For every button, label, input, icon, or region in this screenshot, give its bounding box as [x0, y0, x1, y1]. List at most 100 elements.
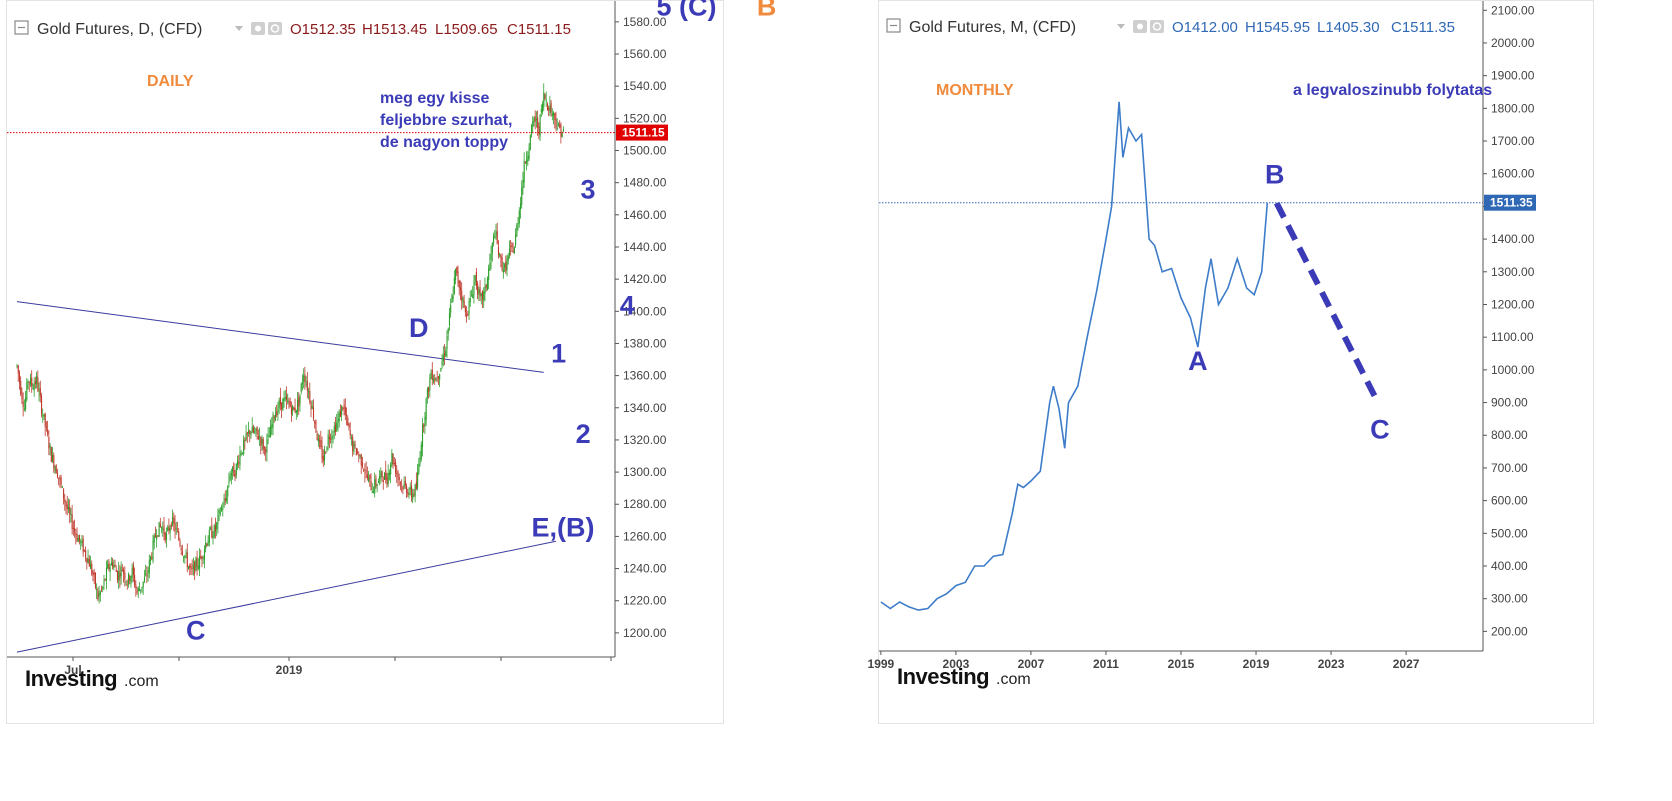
daily-open: O1512.35	[290, 21, 356, 38]
daily-candle-body	[346, 414, 348, 416]
daily-ytick-label: 1220.00	[623, 594, 667, 608]
daily-candle-body	[385, 469, 387, 480]
daily-candle-body	[349, 430, 351, 436]
daily-candle-body	[159, 523, 161, 527]
daily-candle-body	[295, 409, 297, 414]
daily-candle-body	[434, 378, 436, 381]
daily-candle-body	[191, 568, 193, 570]
settings-icon[interactable]	[1150, 20, 1164, 33]
daily-high: H1513.45	[362, 21, 427, 38]
collapse-icon[interactable]	[886, 18, 901, 33]
daily-candle-body	[357, 452, 359, 454]
daily-candle-body	[252, 427, 255, 433]
daily-candle-body	[433, 379, 435, 383]
daily-candle-body	[210, 528, 212, 530]
daily-candle-body	[490, 253, 492, 260]
daily-candle-body	[478, 289, 480, 294]
daily-candle-body	[304, 374, 306, 383]
daily-candle-body	[308, 391, 310, 393]
daily-candle-body	[265, 449, 267, 453]
investing-logo: Investing .com	[897, 664, 1031, 689]
daily-candle-body	[299, 394, 301, 404]
daily-candle-body	[42, 415, 44, 417]
settings-icon[interactable]	[268, 22, 282, 35]
daily-candle-body	[272, 413, 274, 427]
daily-candle-body	[542, 103, 544, 113]
chevron-down-icon[interactable]	[1117, 24, 1125, 29]
daily-candle-body	[344, 407, 346, 415]
daily-candle-body	[544, 94, 546, 99]
daily-candle-body	[108, 561, 110, 569]
daily-candle-body	[466, 314, 468, 317]
daily-candle-body	[339, 411, 341, 417]
daily-candle-body	[468, 301, 470, 315]
daily-candle-body	[104, 579, 106, 581]
daily-candle-body	[245, 433, 247, 441]
daily-candle-body	[483, 291, 485, 301]
daily-candle-body	[415, 481, 417, 489]
daily-ytick-label: 1260.00	[623, 529, 667, 543]
daily-candle-body	[446, 336, 448, 350]
daily-candle-body	[65, 501, 67, 506]
daily-candle-body	[121, 570, 123, 572]
daily-candle-body	[380, 471, 382, 478]
daily-candle-body	[480, 293, 482, 297]
daily-candle-body	[223, 500, 225, 507]
monthly-ytick-label: 600.00	[1491, 494, 1528, 508]
daily-candle-body	[326, 447, 328, 451]
daily-candle-body	[543, 92, 545, 107]
monthly-close: C1511.35	[1391, 19, 1455, 36]
daily-candle-body	[66, 504, 68, 509]
daily-candle-body	[358, 454, 360, 457]
daily-candle-body	[169, 527, 171, 532]
daily-candle-body	[467, 314, 469, 316]
daily-candle-body	[41, 395, 43, 414]
daily-candle-body	[278, 400, 280, 409]
collapse-icon[interactable]	[14, 20, 29, 35]
daily-wave-label: E,(B)	[532, 512, 595, 542]
daily-candle-body	[38, 390, 40, 393]
daily-candle-body	[521, 187, 523, 205]
daily-candle-body	[39, 387, 41, 397]
daily-candle-body	[550, 102, 552, 113]
daily-candle-body	[127, 573, 130, 585]
daily-candle-body	[173, 517, 175, 524]
daily-candle-body	[305, 383, 307, 385]
daily-candle-body	[190, 566, 192, 569]
daily-candle-body	[206, 543, 208, 546]
monthly-series-line	[880, 101, 1269, 611]
daily-candle-body	[556, 127, 558, 130]
monthly-price-axis: 2100.00 2000.00 1900.00 1800.00 1700.00 1600.…	[879, 1, 1536, 651]
daily-candle-body	[553, 112, 555, 116]
monthly-xtick-label: 2015	[1168, 657, 1195, 671]
daily-candle-body	[239, 452, 241, 466]
daily-candle-body	[397, 471, 399, 478]
daily-candle-body	[207, 540, 209, 546]
monthly-ytick-label: 1200.00	[1491, 297, 1535, 311]
daily-candle-body	[426, 388, 428, 398]
daily-candle-body	[506, 258, 508, 270]
daily-candle-body	[486, 278, 488, 290]
daily-candle-body	[266, 439, 268, 453]
monthly-high: H1545.95	[1245, 19, 1310, 36]
monthly-ytick-label: 1800.00	[1491, 101, 1535, 115]
daily-candle-body	[507, 255, 509, 261]
monthly-xtick-label: 2027	[1393, 657, 1420, 671]
daily-candle-body	[36, 376, 38, 385]
daily-trendline-upper	[16, 301, 544, 373]
daily-candle-body	[504, 264, 506, 268]
daily-candle-body	[437, 376, 439, 379]
daily-candle-body	[382, 480, 384, 483]
investing-logo-text: Investing	[897, 664, 989, 689]
daily-candle-body	[435, 379, 437, 382]
daily-candle-body	[156, 536, 158, 540]
daily-candle-body	[281, 402, 283, 409]
daily-candle-body	[528, 148, 530, 159]
daily-note-line-3: de nagyon toppy	[380, 134, 508, 151]
chevron-down-icon[interactable]	[235, 26, 243, 31]
daily-candle-body	[479, 287, 481, 297]
daily-candle-body	[82, 538, 84, 553]
daily-candle-body	[306, 380, 308, 391]
daily-candle-body	[365, 470, 367, 472]
daily-candle-body	[453, 277, 455, 294]
